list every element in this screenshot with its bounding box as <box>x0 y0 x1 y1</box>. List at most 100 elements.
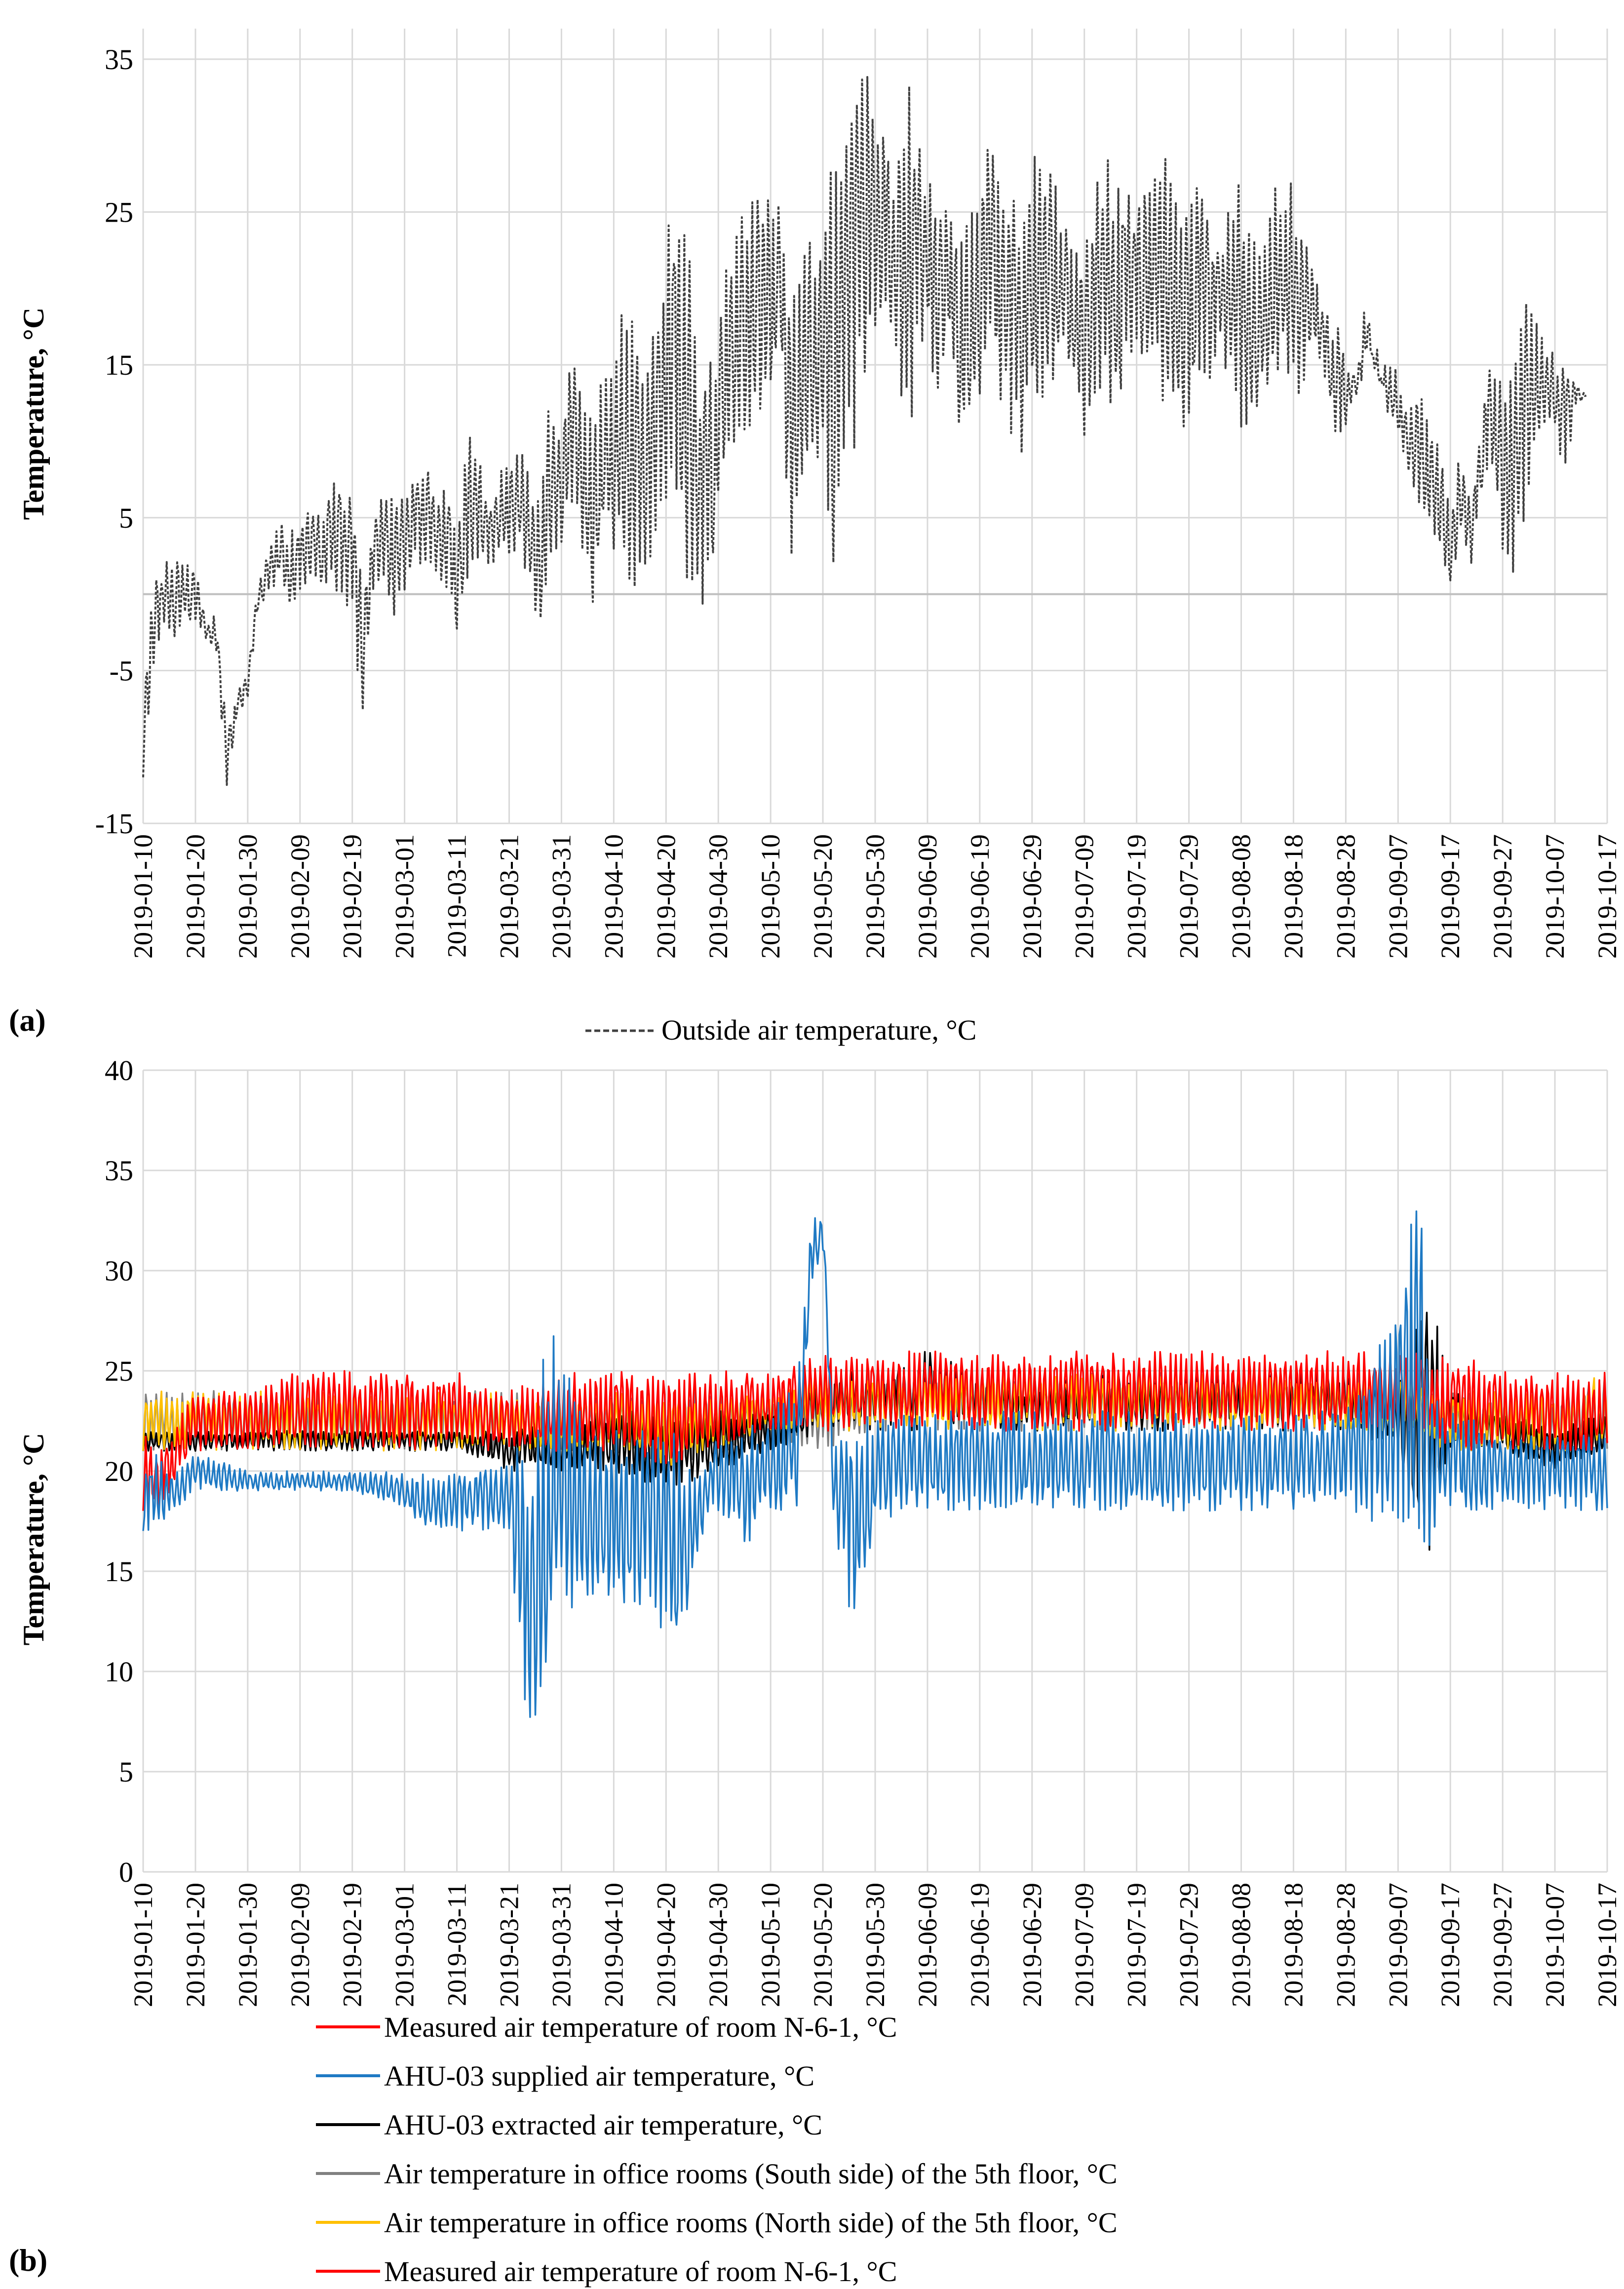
y-tick-label: 35 <box>105 1155 133 1187</box>
legend-label: Measured air temperature of room N-6-1, … <box>384 2255 897 2288</box>
y-tick-label: -5 <box>110 655 133 687</box>
x-tick-label: 2019-03-31 <box>546 834 576 959</box>
x-tick-label: 2019-05-10 <box>756 834 785 959</box>
x-tick-label: 2019-01-20 <box>181 1883 210 2007</box>
x-tick-label: 2019-03-01 <box>390 1883 420 2007</box>
x-tick-label: 2019-07-19 <box>1122 1883 1152 2007</box>
x-tick-label: 2019-04-30 <box>703 1883 733 2007</box>
x-tick-label: 2019-06-19 <box>965 834 995 959</box>
y-tick-label: 30 <box>105 1255 133 1287</box>
x-tick-label: 2019-01-30 <box>233 834 263 959</box>
x-tick-label: 2019-07-19 <box>1122 834 1152 959</box>
panel-a-y-axis-title: Temperature, °C <box>17 308 50 520</box>
x-tick-label: 2019-03-21 <box>495 834 524 959</box>
x-tick-label: 2019-10-07 <box>1540 834 1570 959</box>
x-tick-label: 2019-08-28 <box>1331 834 1360 959</box>
panel-b-chart: Temperature, °C 40 35 30 25 20 15 10 5 0 2019-01… <box>9 1054 1622 2288</box>
legend-label-outside-air: Outside air temperature, °C <box>661 1014 976 1046</box>
x-tick-label: 2019-04-10 <box>599 1883 628 2007</box>
x-tick-label: 2019-07-09 <box>1070 1883 1099 2007</box>
legend-label: Air temperature in office rooms (North s… <box>384 2207 1118 2239</box>
x-tick-label: 2019-08-18 <box>1278 1883 1308 2007</box>
x-tick-label: 2019-05-30 <box>860 834 890 959</box>
x-tick-label: 2019-10-17 <box>1592 834 1622 959</box>
x-tick-label: 2019-05-30 <box>860 1883 890 2007</box>
x-tick-label: 2019-03-11 <box>442 834 472 958</box>
panel-a-series <box>142 76 1587 786</box>
x-tick-label: 2019-08-18 <box>1278 834 1308 959</box>
x-tick-label: 2019-01-30 <box>233 1883 263 2007</box>
y-tick-label: -15 <box>95 808 133 840</box>
x-tick-label: 2019-09-07 <box>1383 834 1413 959</box>
panel-b-legend: Measured air temperature of room N-6-1, … <box>316 2011 1118 2288</box>
x-tick-label: 2019-05-20 <box>808 834 838 959</box>
legend-label: AHU-03 supplied air temperature, °C <box>384 2060 814 2092</box>
panel-b-series <box>142 1210 1608 1718</box>
panel-b-gridlines <box>142 1069 1608 1873</box>
x-tick-label: 2019-06-19 <box>965 1883 995 2007</box>
x-tick-label: 2019-01-20 <box>181 834 210 959</box>
legend-label: Air temperature in office rooms (South s… <box>384 2158 1118 2190</box>
panel-a-x-tick-labels: 2019-01-10 2019-01-20 2019-01-30 2019-02-09… <box>128 834 1622 959</box>
x-tick-label: 2019-03-11 <box>442 1883 472 2006</box>
panel-b-y-tick-labels: 40 35 30 25 20 15 10 5 0 <box>105 1054 133 1888</box>
x-tick-label: 2019-01-10 <box>128 1883 158 2007</box>
x-tick-label: 2019-04-20 <box>651 834 681 959</box>
y-tick-label: 10 <box>105 1656 133 1688</box>
x-tick-label: 2019-05-20 <box>808 1883 838 2007</box>
y-tick-label: 20 <box>105 1455 133 1487</box>
y-tick-label: 5 <box>119 1756 133 1788</box>
series-line <box>142 76 1587 786</box>
x-tick-label: 2019-08-28 <box>1331 1883 1360 2007</box>
legend-label: Measured air temperature of room N-6-1, … <box>384 2011 897 2043</box>
series-line <box>142 1210 1608 1718</box>
panel-b-x-tick-labels: 2019-01-10 2019-01-20 2019-01-30 2019-02-09… <box>128 1883 1622 2007</box>
x-tick-label: 2019-03-31 <box>546 1883 576 2007</box>
y-tick-label: 15 <box>105 349 133 381</box>
panel-a-legend: Outside air temperature, °C <box>585 1014 976 1046</box>
x-tick-label: 2019-10-07 <box>1540 1883 1570 2007</box>
y-tick-label: 5 <box>119 502 133 534</box>
x-tick-label: 2019-02-19 <box>338 1883 367 2007</box>
x-tick-label: 2019-06-29 <box>1017 834 1047 959</box>
x-tick-label: 2019-04-10 <box>599 834 628 959</box>
x-tick-label: 2019-02-09 <box>285 834 315 959</box>
series-line <box>142 1350 1608 1512</box>
x-tick-label: 2019-02-09 <box>285 1883 315 2007</box>
x-tick-label: 2019-09-27 <box>1488 1883 1517 2007</box>
panel-b-y-axis-title: Temperature, °C <box>17 1433 50 1646</box>
x-tick-label: 2019-06-09 <box>913 1883 942 2007</box>
x-tick-label: 2019-06-29 <box>1017 1883 1047 2007</box>
y-tick-label: 0 <box>119 1856 133 1888</box>
x-tick-label: 2019-07-29 <box>1174 834 1204 959</box>
x-tick-label: 2019-08-08 <box>1227 1883 1256 2007</box>
y-tick-label: 40 <box>105 1054 133 1086</box>
x-tick-label: 2019-09-07 <box>1383 1883 1413 2007</box>
x-tick-label: 2019-07-09 <box>1070 834 1099 959</box>
x-tick-label: 2019-06-09 <box>913 834 942 959</box>
y-tick-label: 35 <box>105 43 133 76</box>
x-tick-label: 2019-04-30 <box>703 834 733 959</box>
y-tick-label: 25 <box>105 1355 133 1387</box>
panel-a-label: (a) <box>9 1003 46 1038</box>
x-tick-label: 2019-09-17 <box>1435 834 1465 959</box>
y-tick-label: 15 <box>105 1555 133 1588</box>
x-tick-label: 2019-05-10 <box>756 1883 785 2007</box>
x-tick-label: 2019-01-10 <box>128 834 158 959</box>
legend-label: AHU-03 extracted air temperature, °C <box>384 2109 822 2141</box>
x-tick-label: 2019-09-27 <box>1488 834 1517 959</box>
x-tick-label: 2019-07-29 <box>1174 1883 1204 2007</box>
x-tick-label: 2019-02-19 <box>338 834 367 959</box>
panel-a-y-tick-labels: 35 25 15 5 -5 -15 <box>95 43 133 840</box>
x-tick-label: 2019-08-08 <box>1227 834 1256 959</box>
x-tick-label: 2019-03-21 <box>495 1883 524 2007</box>
x-tick-label: 2019-03-01 <box>390 834 420 959</box>
panel-b-label: (b) <box>9 2243 47 2278</box>
x-tick-label: 2019-09-17 <box>1435 1883 1465 2007</box>
y-tick-label: 25 <box>105 196 133 229</box>
x-tick-label: 2019-10-17 <box>1592 1883 1622 2007</box>
panel-a-gridlines <box>142 29 1608 824</box>
x-tick-label: 2019-04-20 <box>651 1883 681 2007</box>
